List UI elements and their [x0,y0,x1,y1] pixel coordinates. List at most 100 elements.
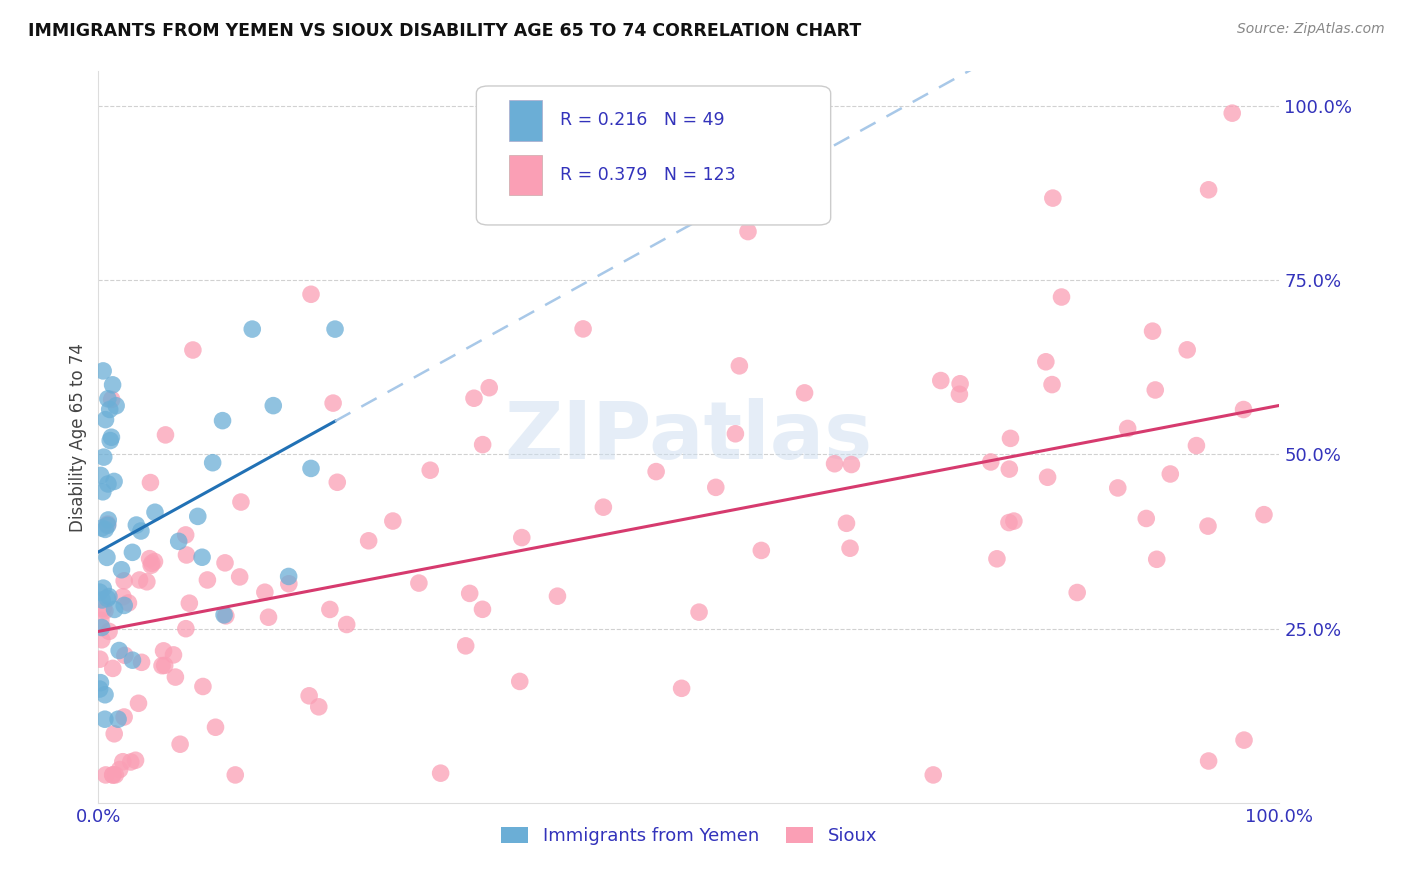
Point [1175,343,1198,357]
Point [419,463,441,477]
Point [572,322,595,336]
Point [478,381,501,395]
Point [299,287,322,301]
Point [1253,508,1275,522]
Legend: Immigrants from Yemen, Sioux: Immigrants from Yemen, Sioux [494,820,884,852]
Point [187,509,209,524]
Text: R = 0.379   N = 123: R = 0.379 N = 123 [560,166,735,184]
Point [98,402,121,417]
Point [120,755,142,769]
Point [155,428,177,442]
Point [323,322,346,336]
Point [128,696,150,710]
Point [257,610,280,624]
Point [94,604,117,618]
Point [141,556,163,570]
Point [228,570,250,584]
Point [1144,383,1167,397]
Point [91,601,114,615]
Point [1135,511,1157,525]
Point [201,456,224,470]
Point [1040,377,1063,392]
Point [458,586,481,600]
Point [89,652,111,666]
Point [204,720,226,734]
Point [94,712,117,726]
Point [94,768,117,782]
Point [153,658,176,673]
Point [108,643,131,657]
Point [949,376,972,391]
Point [139,475,162,490]
Point [1146,552,1168,566]
Point [197,573,219,587]
Point [592,500,614,515]
Point [922,768,945,782]
Point [1197,519,1219,533]
Point [91,581,114,595]
Point [91,484,114,499]
Point [408,576,430,591]
Point [90,613,112,627]
Point [1198,183,1220,197]
Point [980,455,1002,469]
Point [262,399,284,413]
Point [737,225,759,239]
Point [1066,585,1088,599]
Point [1000,431,1022,445]
Point [835,516,858,531]
Point [277,576,299,591]
Point [728,359,751,373]
Point [110,563,132,577]
Point [824,457,846,471]
Bar [509,155,543,195]
Point [1185,439,1208,453]
Point [240,322,263,336]
Point [998,462,1021,476]
Point [162,648,184,662]
Point [124,753,146,767]
Point [125,518,148,533]
Point [1050,290,1073,304]
Point [135,574,157,589]
Point [191,680,214,694]
Point [429,766,451,780]
Point [191,550,214,565]
Point [103,602,125,616]
Point [181,343,204,357]
Point [97,477,120,491]
Text: R = 0.216   N = 49: R = 0.216 N = 49 [560,112,725,129]
Point [749,543,772,558]
Point [89,585,111,599]
Point [546,589,568,603]
Point [94,412,117,426]
Point [138,551,160,566]
Point [253,585,276,599]
Point [90,620,112,634]
Point [101,768,124,782]
Point [986,551,1008,566]
Point [948,387,970,401]
Point [645,465,668,479]
Point [101,661,124,675]
Point [101,377,124,392]
Point [357,533,380,548]
Point [112,574,135,588]
Point [100,430,122,444]
Point [179,596,201,610]
Point [471,437,494,451]
Point [214,556,236,570]
Point [319,602,342,616]
Point [381,514,404,528]
Point [839,541,862,556]
Point [111,755,134,769]
Point [1220,106,1243,120]
Point [298,689,321,703]
Point [671,681,693,696]
Point [97,513,120,527]
Point [471,602,494,616]
Point [308,699,330,714]
Point [121,653,143,667]
Point [277,569,299,583]
Point [103,727,125,741]
